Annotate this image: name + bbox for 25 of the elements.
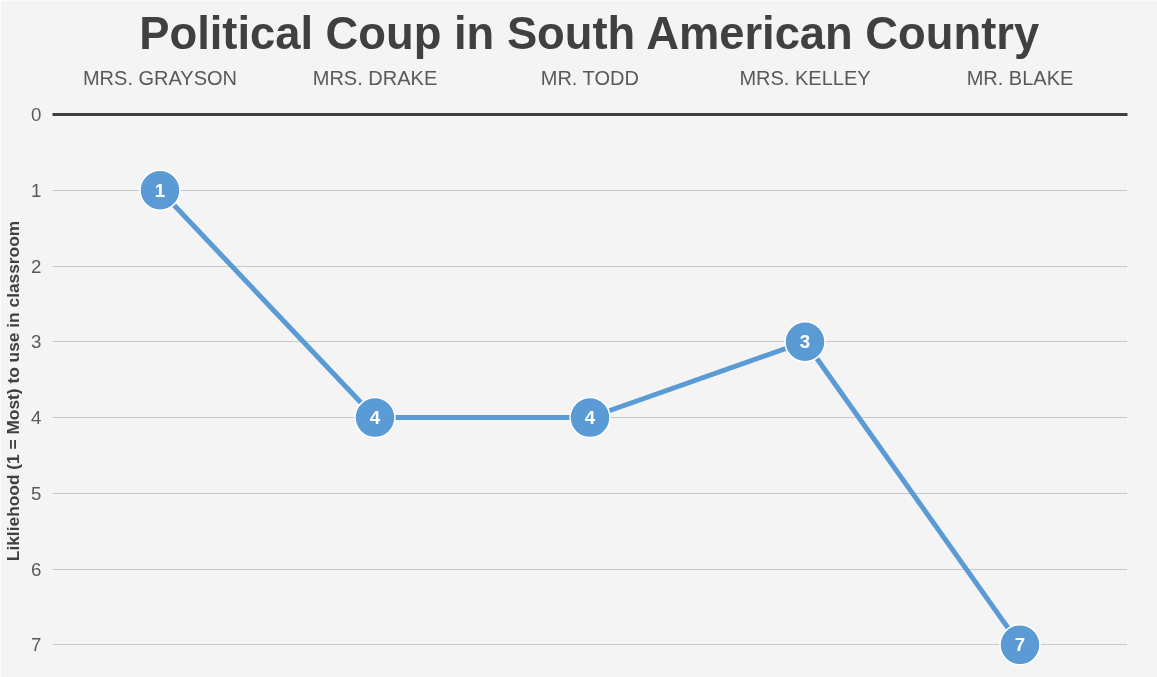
x-tick-label: MRS. KELLEY [739,66,871,89]
y-tick-label: 6 [31,558,42,580]
y-tick-label: 1 [31,179,42,201]
data-label: 4 [369,407,381,429]
x-tick-label: MRS. DRAKE [312,66,438,89]
x-tick-label: MRS. GRAYSON [82,66,238,89]
x-tick-label: MR. TODD [540,66,639,89]
y-tick-label: 3 [31,331,42,353]
y-axis-title: Likliehood (1 = Most) to use in classroom [3,220,24,562]
chart-title: Political Coup in South American Country [139,7,1040,59]
y-tick-label: 0 [31,104,42,125]
x-tick-label: MR. BLAKE [966,66,1074,89]
point [139,169,181,211]
point [569,396,611,439]
data-label: 7 [1014,634,1026,656]
y-tick-label: 2 [31,255,42,277]
data-label: 4 [584,407,596,429]
point [999,624,1041,666]
data-label: 1 [154,179,166,201]
y-tick-label: 4 [31,407,42,429]
point [354,396,396,439]
y-tick-label: 5 [31,482,42,504]
data-label: 3 [799,331,811,353]
y-tick-label: 7 [31,634,42,656]
point [784,321,826,363]
